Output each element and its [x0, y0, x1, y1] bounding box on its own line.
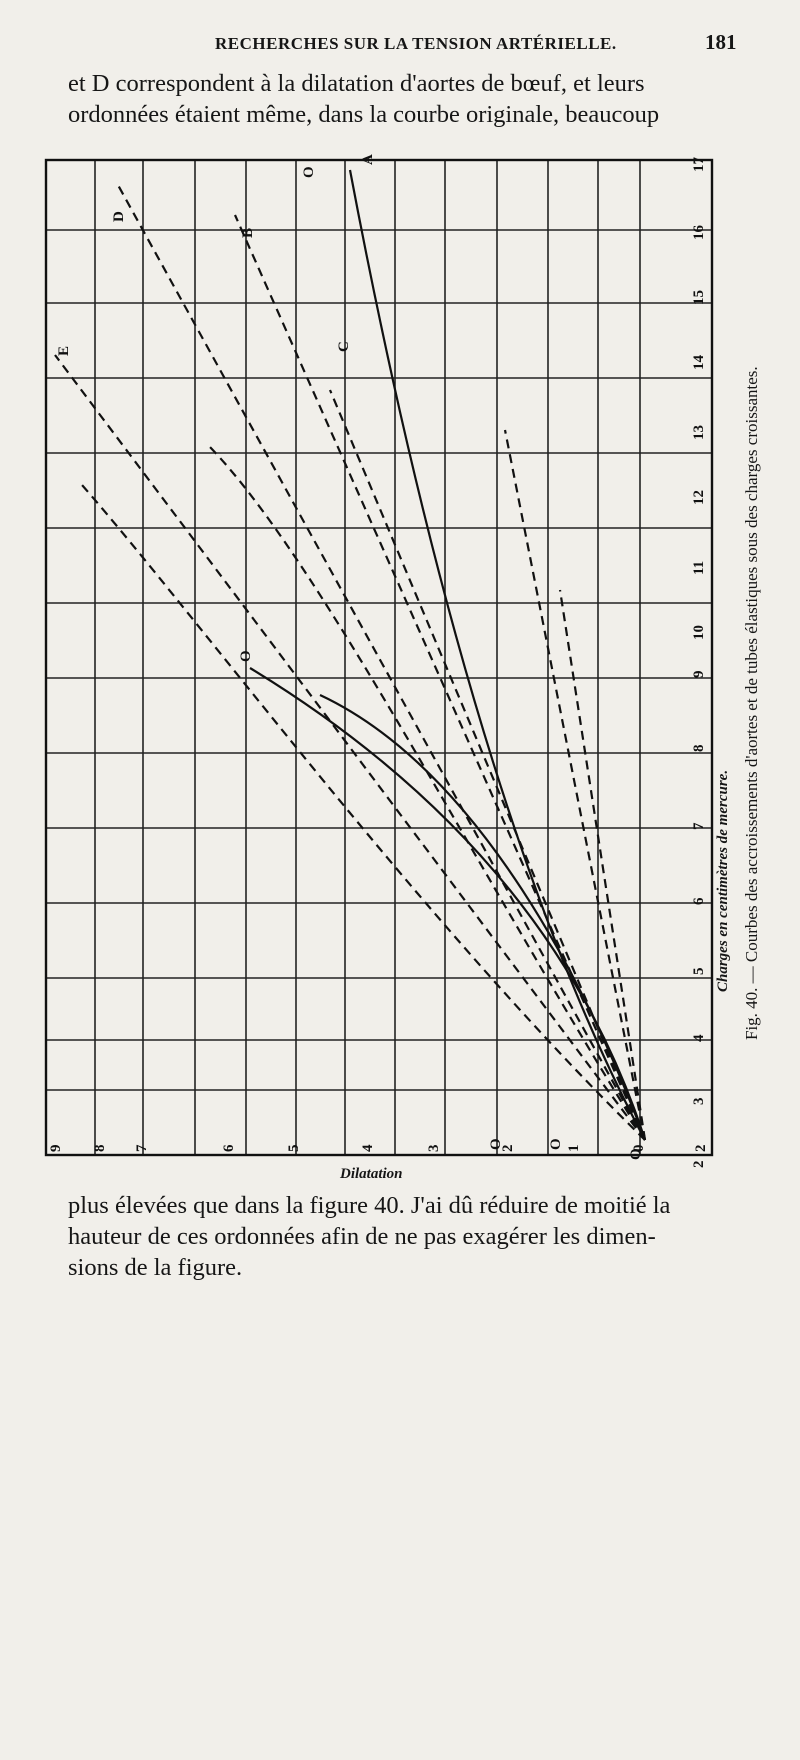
curve-label: D [111, 211, 127, 222]
y-tick-label: 8 [691, 745, 707, 753]
y-tick-label: 17 [691, 157, 707, 173]
paragraph-bottom: plus élevées que dans la figure 40. J'ai… [68, 1190, 758, 1283]
y-tick-label: 2 [691, 1161, 707, 1169]
curve-c2 [503, 429, 647, 1141]
curve-label: C [336, 341, 352, 352]
x-tick-label: 1 [566, 1145, 582, 1153]
curve-a [348, 169, 646, 1141]
figure-caption: Fig. 40. — Courbes des accroissements d'… [742, 366, 761, 1040]
curve-label: O [488, 1138, 504, 1150]
text-line: et D correspondent à la dilatation d'aor… [68, 70, 645, 97]
y-tick-label: 13 [691, 425, 707, 440]
curves [54, 169, 647, 1141]
curve-label: E [56, 346, 72, 356]
x-tick-label: 6 [221, 1144, 237, 1152]
y-tick-label: 3 [691, 1098, 707, 1106]
y-tick-label: 7 [691, 822, 707, 830]
running-head: RECHERCHES SUR LA TENSION ARTÉRIELLE. [215, 34, 617, 53]
paragraph-top: et D correspondent à la dilatation d'aor… [68, 68, 748, 130]
curve-b [233, 214, 647, 1141]
curve-label: O [628, 1148, 644, 1160]
y-axis-title: Charges en centimètres de mercure. [715, 769, 731, 992]
page-header: RECHERCHES SUR LA TENSION ARTÉRIELLE. 18… [0, 30, 800, 60]
text-line: hauteur de ces ordonnées afin de ne pas … [68, 1223, 656, 1250]
curve-e [54, 354, 646, 1141]
y-tick-label: 12 [691, 490, 707, 505]
text-line: sions de la figure. [68, 1254, 243, 1281]
curve-label: A [360, 154, 376, 165]
x-axis-title: Dilatation [340, 1166, 403, 1182]
x-tick-label: 3 [426, 1145, 442, 1153]
curve-b2 [558, 589, 647, 1141]
x-tick-label: 2 [500, 1145, 516, 1153]
y-tick-label: 6 [691, 897, 707, 905]
curve-d [117, 184, 646, 1141]
curve-label: O [548, 1138, 564, 1150]
y-tick-label: 10 [691, 625, 707, 640]
y-tick-label: 5 [691, 968, 707, 976]
y-tick-label: 4 [691, 1034, 707, 1042]
x-tick-label: 2 [693, 1145, 709, 1153]
y-tick-label: 16 [691, 225, 707, 241]
figure-caption-wrap: Fig. 40. — Courbes des accroissements d'… [742, 366, 766, 1760]
curve-label: O [301, 166, 317, 178]
curve-c [328, 389, 647, 1141]
curve-o4 [319, 694, 647, 1141]
page-number: 181 [705, 30, 737, 54]
curve-labels: A B C D E O O O O O [56, 154, 644, 1160]
text-line: ordonnées étaient même, dans la courbe o… [68, 101, 660, 128]
y-tick-label: 11 [691, 561, 707, 575]
x-tick-label: 5 [286, 1145, 302, 1153]
x-tick-label: 7 [134, 1144, 150, 1152]
x-tick-label: 8 [92, 1145, 108, 1153]
plot-frame [44, 158, 714, 1157]
y-tick-label: 15 [691, 290, 707, 305]
curve-e2 [81, 484, 646, 1141]
curve-d2 [207, 444, 646, 1141]
curve-label: O [238, 650, 254, 662]
x-tick-label: 9 [48, 1145, 64, 1153]
y-tick-label: 14 [691, 355, 707, 371]
y-tick-label: 9 [691, 671, 707, 679]
x-tick-label: 4 [360, 1144, 376, 1152]
x-tick-label: 0 [631, 1145, 647, 1153]
text-line: plus élevées que dans la figure 40. J'ai… [68, 1192, 671, 1219]
grid-lines [44, 158, 714, 1157]
curve-o3 [249, 667, 647, 1141]
curve-label: B [240, 228, 256, 238]
book-page: RECHERCHES SUR LA TENSION ARTÉRIELLE. 18… [0, 30, 800, 1283]
